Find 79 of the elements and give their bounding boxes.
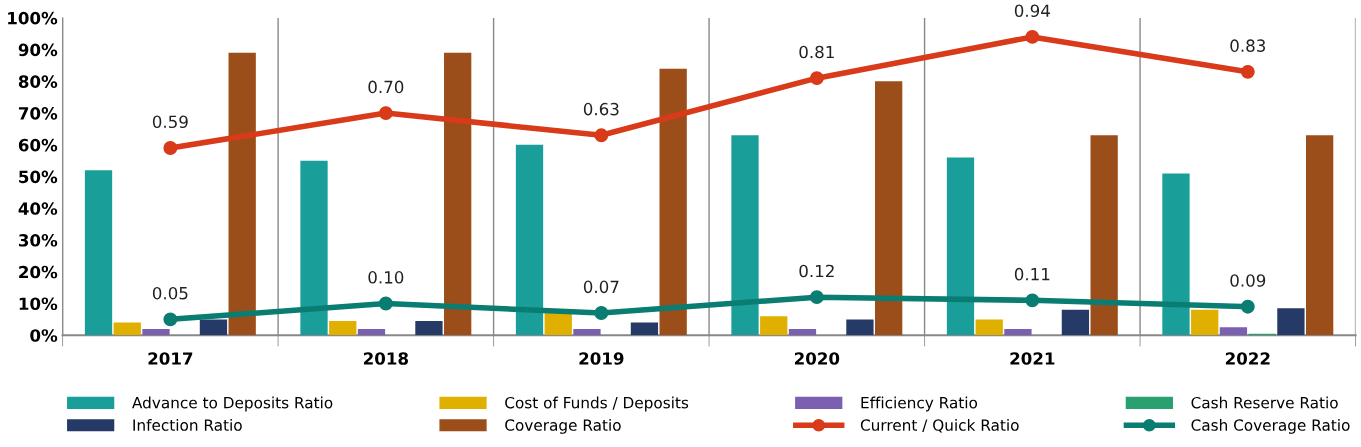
bar xyxy=(846,319,874,336)
bar xyxy=(1191,309,1219,336)
x-tick-label: 2019 xyxy=(579,352,624,365)
data-label: 0.09 xyxy=(1230,274,1266,287)
legend-label: Cost of Funds / Deposits xyxy=(505,396,689,412)
y-tick-label: 100% xyxy=(8,11,58,25)
bar xyxy=(199,319,228,336)
point xyxy=(1025,29,1040,44)
y-tick-label: 80% xyxy=(18,75,58,88)
legend-label: Infection Ratio xyxy=(133,419,242,431)
legend-label: Efficiency Ratio xyxy=(861,396,978,412)
y-tick-label: 20% xyxy=(19,265,58,279)
bar xyxy=(142,328,170,336)
bar xyxy=(1219,327,1248,336)
data-label: 0.07 xyxy=(583,280,619,294)
legend-label: Current / Quick Ratio xyxy=(860,419,1019,433)
y-tick-label: 40% xyxy=(18,202,58,215)
data-label: 0.94 xyxy=(1014,4,1050,18)
data-label: 0.11 xyxy=(1014,267,1050,281)
legend-label: Cash Coverage Ratio xyxy=(1191,419,1350,434)
bar xyxy=(1277,308,1305,336)
y-tick-label: 50% xyxy=(19,170,58,184)
bar xyxy=(788,328,817,336)
x-tick-label: 2022 xyxy=(1225,352,1270,365)
data-label: 0.70 xyxy=(368,80,404,94)
point xyxy=(1240,64,1255,79)
y-tick-label: 10% xyxy=(19,297,58,311)
bar xyxy=(300,160,328,336)
bar xyxy=(630,322,659,336)
bar xyxy=(875,81,903,336)
point xyxy=(594,128,609,143)
bar xyxy=(544,313,572,336)
bar xyxy=(1305,135,1334,336)
y-tick-label: 0% xyxy=(30,329,58,342)
data-label: 0.63 xyxy=(583,102,619,116)
bar xyxy=(731,135,759,336)
y-tick-label: 90% xyxy=(18,43,58,57)
point xyxy=(594,306,609,320)
point xyxy=(378,106,393,121)
legend-label: Cash Reserve Ratio xyxy=(1191,396,1338,409)
y-tick-label: 30% xyxy=(18,234,58,247)
x-tick-label: 2017 xyxy=(148,352,193,365)
bar xyxy=(760,316,788,336)
x-tick-label: 2021 xyxy=(1010,352,1055,365)
point xyxy=(1025,293,1040,308)
bar xyxy=(1162,173,1190,336)
bar xyxy=(946,157,975,336)
point xyxy=(1240,299,1255,314)
data-label: 0.10 xyxy=(368,271,404,284)
bar xyxy=(444,52,472,336)
bar xyxy=(1004,328,1032,336)
data-label: 0.81 xyxy=(799,45,834,59)
data-label: 0.83 xyxy=(1230,39,1266,52)
bar xyxy=(1061,309,1090,336)
point xyxy=(163,141,178,155)
legend-label: Coverage Ratio xyxy=(505,419,621,434)
bar xyxy=(1090,135,1118,336)
x-tick-label: 2020 xyxy=(794,352,840,365)
point xyxy=(163,312,178,327)
bar xyxy=(329,320,357,336)
y-tick-label: 60% xyxy=(18,138,58,152)
bar xyxy=(659,68,687,336)
data-label: 0.59 xyxy=(152,115,188,129)
legend-label: Advance to Deposits Ratio xyxy=(132,396,333,412)
bar xyxy=(228,52,256,336)
bar xyxy=(84,170,113,336)
bar xyxy=(415,320,443,336)
y-tick-label: 70% xyxy=(18,107,58,120)
bar xyxy=(113,322,141,336)
bar xyxy=(573,328,601,336)
bar xyxy=(515,144,544,336)
data-label: 0.12 xyxy=(799,264,834,278)
point xyxy=(378,296,393,311)
bar xyxy=(975,319,1003,336)
bar xyxy=(357,328,386,336)
point xyxy=(809,71,824,86)
point xyxy=(809,290,824,305)
data-label: 0.05 xyxy=(152,286,188,300)
x-tick-label: 2018 xyxy=(363,352,408,365)
